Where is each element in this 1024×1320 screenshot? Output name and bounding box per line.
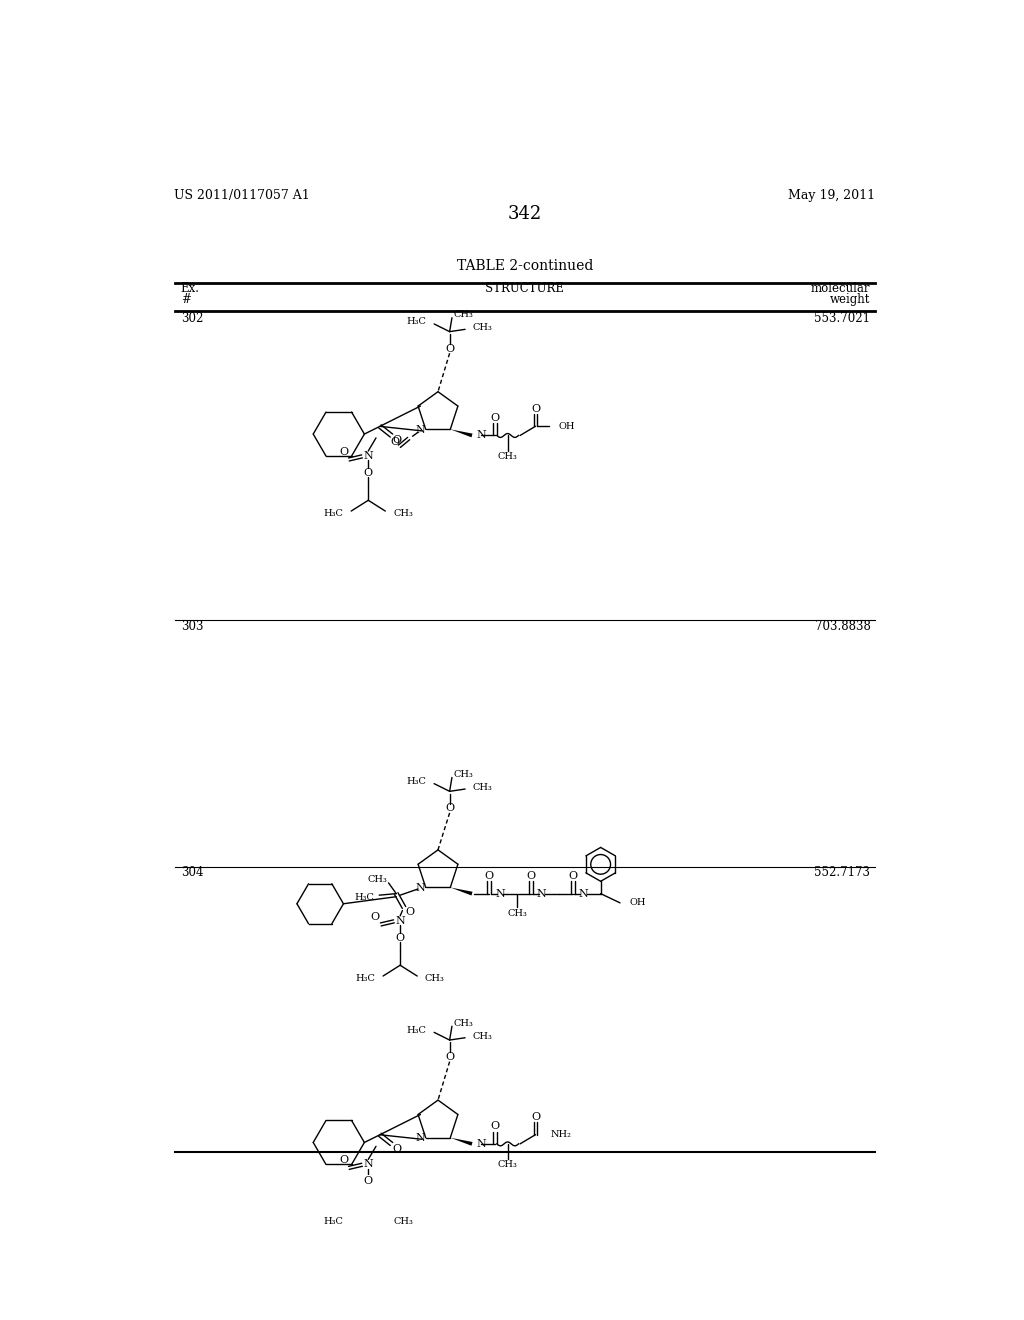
Text: CH₃: CH₃ (473, 1032, 493, 1040)
Text: N: N (476, 1139, 486, 1148)
Text: 302: 302 (180, 312, 203, 325)
Text: H₃C: H₃C (355, 974, 376, 983)
Text: CH₃: CH₃ (454, 1019, 473, 1027)
Text: 552.7173: 552.7173 (814, 866, 870, 879)
Text: CH₃: CH₃ (393, 510, 413, 517)
Text: CH₃: CH₃ (498, 451, 517, 461)
Text: 553.7021: 553.7021 (814, 312, 870, 325)
Text: N: N (364, 450, 373, 461)
Text: CH₃: CH₃ (454, 310, 473, 319)
Text: H₃C: H₃C (407, 777, 426, 785)
Text: O: O (484, 871, 494, 880)
Text: O: O (364, 1176, 373, 1185)
Text: N: N (416, 883, 425, 894)
Text: O: O (531, 1111, 540, 1122)
Text: CH₃: CH₃ (473, 323, 493, 333)
Text: N: N (476, 430, 486, 441)
Text: molecular: molecular (811, 282, 870, 296)
Polygon shape (451, 887, 472, 895)
Text: O: O (364, 467, 373, 478)
Text: O: O (339, 446, 348, 457)
Text: 703.8838: 703.8838 (814, 620, 870, 634)
Text: N: N (416, 1134, 425, 1143)
Text: CH₃: CH₃ (454, 770, 473, 779)
Text: CH₃: CH₃ (367, 875, 387, 884)
Text: H₃C: H₃C (324, 1217, 343, 1226)
Text: CH₃: CH₃ (425, 974, 444, 983)
Text: O: O (371, 912, 380, 921)
Text: H₃C: H₃C (407, 317, 426, 326)
Polygon shape (451, 429, 472, 437)
Text: O: O (568, 871, 578, 880)
Text: CH₃: CH₃ (498, 1160, 517, 1170)
Text: O: O (445, 804, 455, 813)
Text: O: O (526, 871, 536, 880)
Text: NH₂: NH₂ (551, 1130, 572, 1139)
Text: N: N (495, 888, 505, 899)
Text: CH₃: CH₃ (473, 783, 493, 792)
Text: N: N (416, 425, 425, 436)
Text: H₃C: H₃C (407, 1026, 426, 1035)
Text: O: O (392, 1143, 401, 1154)
Text: STRUCTURE: STRUCTURE (485, 282, 564, 296)
Text: N: N (537, 888, 547, 899)
Text: OH: OH (559, 421, 575, 430)
Text: O: O (395, 932, 404, 942)
Text: H₃C: H₃C (324, 510, 343, 517)
Text: US 2011/0117057 A1: US 2011/0117057 A1 (174, 189, 310, 202)
Text: O: O (392, 436, 401, 445)
Text: N: N (364, 1159, 373, 1170)
Text: O: O (490, 413, 500, 422)
Text: CH₃: CH₃ (507, 909, 527, 919)
Text: May 19, 2011: May 19, 2011 (788, 189, 876, 202)
Text: N: N (395, 916, 406, 925)
Text: #: # (180, 293, 190, 306)
Text: O: O (445, 343, 455, 354)
Text: TABLE 2-continued: TABLE 2-continued (457, 259, 593, 273)
Text: N: N (579, 888, 589, 899)
Text: O: O (406, 907, 415, 917)
Text: OH: OH (630, 899, 646, 907)
Text: O: O (445, 1052, 455, 1063)
Text: 304: 304 (180, 866, 203, 879)
Text: H₃C: H₃C (354, 892, 375, 902)
Text: O: O (390, 437, 399, 447)
Text: O: O (339, 1155, 348, 1166)
Text: O: O (531, 404, 540, 413)
Polygon shape (451, 1138, 472, 1146)
Text: O: O (490, 1121, 500, 1131)
Text: Ex.: Ex. (180, 282, 200, 296)
Text: CH₃: CH₃ (393, 1217, 413, 1226)
Text: 303: 303 (180, 620, 203, 634)
Text: 342: 342 (508, 205, 542, 223)
Text: weight: weight (830, 293, 870, 306)
